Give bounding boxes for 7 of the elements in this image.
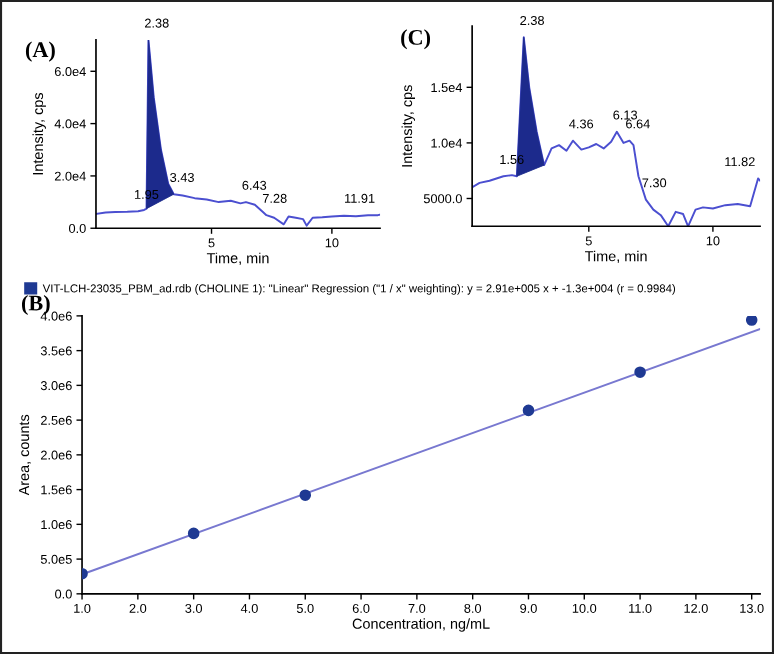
chart-title: (A) <box>25 41 55 62</box>
point <box>745 315 758 326</box>
point <box>187 527 200 540</box>
point <box>522 404 535 417</box>
point <box>634 366 646 378</box>
point <box>299 489 312 501</box>
chart-title: (C) <box>401 29 431 50</box>
